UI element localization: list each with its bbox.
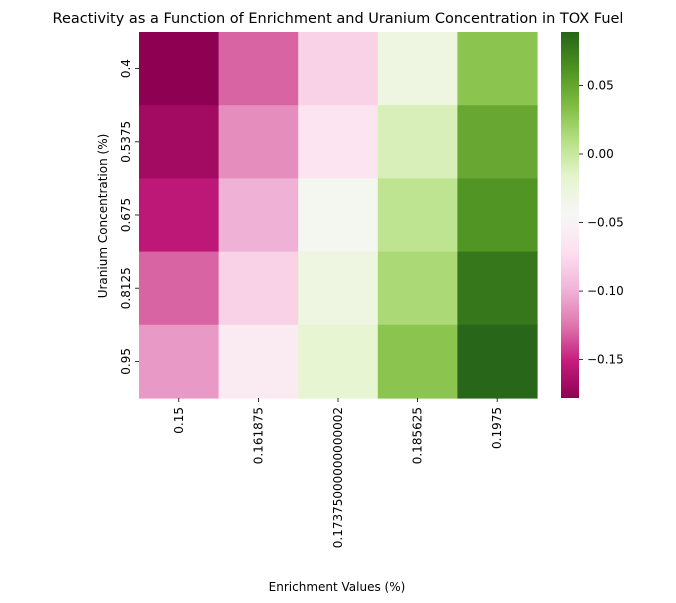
colorbar-tick-label: 0.00 [587, 147, 614, 161]
y-axis-ticks: 0.4 0.5375 0.675 0.8125 0.95 [119, 59, 139, 375]
heatmap-cell [218, 324, 299, 399]
y-tick-label: 0.95 [119, 348, 133, 375]
heatmap-cell [218, 251, 299, 326]
heatmap-cell [218, 32, 299, 106]
heatmap-cell [377, 32, 458, 106]
heatmap-cell [377, 105, 458, 179]
x-tick-label: 0.17375000000000002 [331, 407, 345, 548]
colorbar-tick-label: −0.05 [587, 216, 624, 230]
y-tick-label: 0.675 [119, 198, 133, 232]
y-tick-label: 0.8125 [119, 267, 133, 309]
heatmap-cell [218, 178, 299, 253]
heatmap-cell [298, 32, 379, 106]
heatmap-cell [377, 324, 458, 399]
colorbar-ticks: 0.05 0.00 −0.05 −0.10 −0.15 [579, 78, 624, 367]
x-axis-ticks: 0.15 0.161875 0.17375000000000002 0.185625 0… [172, 398, 504, 548]
heatmap-cell [298, 178, 379, 253]
colorbar-tick-label: 0.05 [587, 78, 614, 92]
heatmap-cell [139, 32, 220, 106]
heatmap-cell [377, 178, 458, 253]
heatmap-cell [457, 324, 538, 399]
heatmap-cell [298, 324, 379, 399]
heatmap-cell [457, 105, 538, 179]
y-tick-label: 0.4 [119, 59, 133, 78]
x-tick-label: 0.15 [172, 407, 186, 434]
colorbar-tick-label: −0.10 [587, 284, 624, 298]
heatmap-cell [457, 251, 538, 326]
heatmap-cell [457, 178, 538, 253]
heatmap-cell [298, 251, 379, 326]
heatmap-cell [139, 105, 220, 179]
x-tick-label: 0.1975 [490, 407, 504, 449]
colorbar-gradient [561, 32, 579, 398]
colorbar: 0.05 0.00 −0.05 −0.10 −0.15 [561, 32, 624, 398]
heatmap-cell [457, 32, 538, 106]
heatmap-cell [218, 105, 299, 179]
heatmap-cell [139, 178, 220, 253]
heatmap-cell [377, 251, 458, 326]
chart-title: Reactivity as a Function of Enrichment a… [53, 11, 624, 27]
heatmap-cell [139, 251, 220, 326]
colorbar-tick-label: −0.15 [587, 353, 624, 367]
y-axis-label: Uranium Concentration (%) [96, 134, 110, 299]
y-tick-label: 0.5375 [119, 121, 133, 163]
x-axis-label: Enrichment Values (%) [269, 580, 406, 594]
heatmap-cell [298, 105, 379, 179]
heatmap-cells [139, 32, 538, 399]
x-tick-label: 0.185625 [411, 407, 425, 464]
heatmap-cell [139, 324, 220, 399]
x-tick-label: 0.161875 [251, 407, 265, 464]
